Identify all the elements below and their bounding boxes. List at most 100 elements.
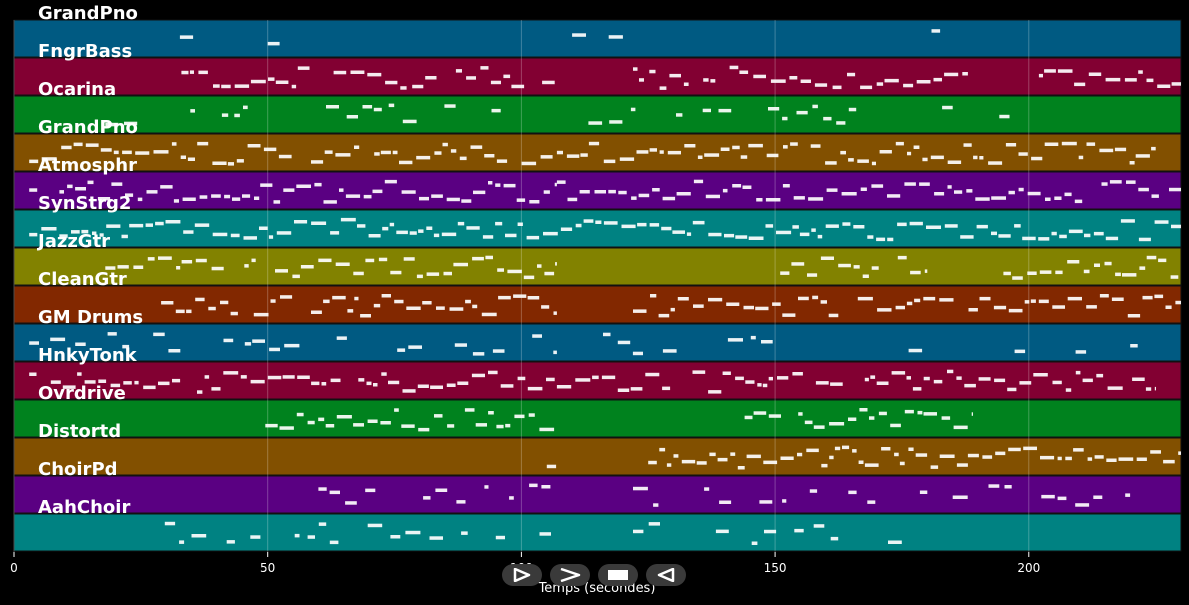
note-mark: [461, 531, 468, 535]
note-mark: [212, 232, 228, 237]
track-lane: [13, 437, 1182, 476]
note-mark: [857, 159, 869, 163]
note-mark: [311, 310, 322, 314]
note-mark: [887, 194, 901, 198]
note-mark: [554, 182, 557, 187]
note-mark: [336, 415, 352, 419]
note-mark: [821, 463, 828, 468]
note-mark: [934, 192, 945, 196]
note-mark: [472, 304, 478, 309]
note-mark: [172, 378, 181, 383]
note-mark: [121, 234, 128, 239]
note-mark: [930, 155, 944, 160]
rewind-button[interactable]: [646, 564, 686, 586]
note-mark: [776, 230, 792, 235]
note-mark: [268, 77, 275, 81]
note-mark: [782, 499, 787, 503]
note-mark: [748, 236, 764, 240]
track-label: HnkyTonk: [38, 345, 138, 366]
note-mark: [796, 110, 808, 115]
note-mark: [567, 197, 578, 202]
note-mark: [29, 341, 39, 345]
note-mark: [1138, 237, 1151, 242]
note-mark: [1033, 373, 1048, 377]
note-mark: [311, 221, 327, 225]
note-mark: [717, 457, 728, 462]
note-mark: [471, 373, 485, 378]
note-mark: [1057, 496, 1067, 501]
note-mark: [919, 490, 928, 494]
note-mark: [739, 70, 749, 74]
note-mark: [517, 376, 526, 381]
note-mark: [541, 305, 550, 309]
note-mark: [1096, 373, 1104, 378]
note-mark: [527, 386, 543, 391]
note-mark: [284, 343, 300, 348]
note-mark: [296, 184, 311, 188]
note-mark: [652, 188, 660, 192]
note-mark: [670, 307, 675, 312]
note-mark: [810, 144, 821, 148]
note-mark: [541, 485, 551, 489]
note-mark: [791, 262, 805, 266]
note-mark: [350, 70, 365, 74]
note-mark: [975, 197, 990, 201]
note-mark: [182, 197, 196, 201]
note-mark: [294, 220, 308, 224]
stop-button[interactable]: [598, 564, 638, 586]
note-mark: [891, 371, 906, 375]
note-mark: [897, 255, 907, 260]
note-mark: [1008, 308, 1023, 313]
note-mark: [187, 157, 195, 161]
note-mark: [744, 415, 753, 420]
note-mark: [123, 381, 132, 385]
note-mark: [661, 226, 672, 231]
note-mark: [110, 383, 121, 388]
note-mark: [234, 84, 250, 88]
note-mark: [1135, 154, 1150, 158]
note-mark: [1074, 199, 1083, 204]
note-mark: [761, 340, 773, 344]
note-mark: [1154, 294, 1164, 299]
note-mark: [988, 484, 1000, 488]
note-mark: [546, 464, 557, 469]
note-mark: [503, 74, 511, 79]
track-label: ChoirPd: [38, 459, 118, 480]
note-marks: [29, 29, 1181, 545]
note-mark: [931, 29, 941, 33]
fast-forward-button[interactable]: [550, 564, 590, 586]
note-mark: [847, 72, 856, 77]
note-mark: [1078, 155, 1084, 160]
track-lane: [13, 19, 1182, 58]
play-button[interactable]: [502, 564, 542, 586]
note-mark: [329, 540, 339, 545]
note-mark: [916, 80, 931, 84]
note-mark: [29, 232, 38, 237]
note-mark: [330, 231, 340, 235]
note-mark: [267, 375, 282, 380]
note-mark: [1074, 82, 1086, 87]
note-mark: [659, 447, 666, 452]
note-mark: [1130, 344, 1138, 348]
note-mark: [470, 145, 483, 149]
note-mark: [709, 452, 716, 457]
note-mark: [496, 159, 508, 163]
note-mark: [853, 265, 860, 269]
note-mark: [947, 160, 962, 164]
note-mark: [667, 150, 681, 155]
note-mark: [425, 76, 437, 80]
note-mark: [903, 83, 914, 88]
note-mark: [944, 224, 958, 228]
note-mark: [87, 180, 94, 185]
note-mark: [335, 262, 350, 266]
note-mark: [1171, 224, 1181, 229]
note-mark: [1083, 269, 1090, 274]
note-mark: [944, 72, 959, 77]
note-mark: [735, 376, 744, 381]
note-mark: [637, 222, 647, 227]
note-mark: [153, 332, 165, 337]
note-mark: [659, 86, 667, 90]
note-mark: [394, 299, 404, 304]
note-mark: [592, 375, 599, 380]
note-mark: [858, 460, 864, 464]
